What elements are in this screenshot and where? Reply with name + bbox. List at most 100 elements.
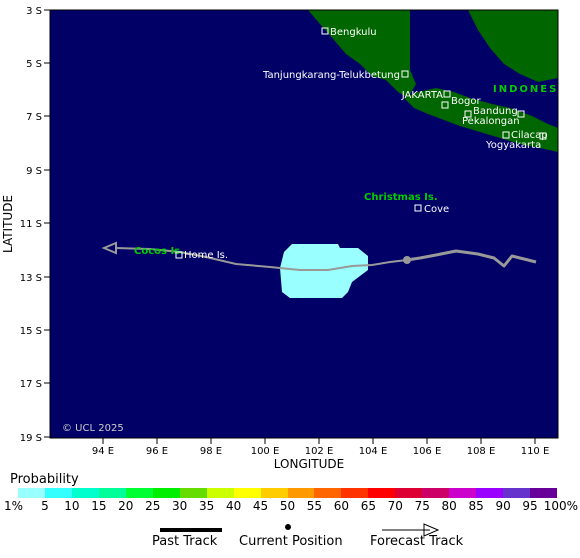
map-frame bbox=[49, 9, 559, 439]
probability-swatch bbox=[314, 488, 342, 498]
cilacap-marker bbox=[502, 131, 510, 139]
lat-tick-label: 13 S bbox=[20, 273, 42, 284]
probability-scale-label: 55 bbox=[306, 499, 323, 513]
probability-scale-label: 15 bbox=[91, 499, 107, 513]
probability-scale-label: 85 bbox=[468, 499, 484, 513]
cocos-islands-label: Cocos Is. bbox=[134, 246, 184, 257]
current-position-label: Current Position bbox=[239, 534, 343, 549]
probability-swatch bbox=[71, 488, 99, 498]
past-track-label: Past Track bbox=[152, 534, 218, 549]
probability-swatch bbox=[44, 488, 72, 498]
probability-scale-label: 75 bbox=[414, 499, 430, 513]
lat-tick-label: 17 S bbox=[20, 379, 42, 390]
probability-swatch bbox=[449, 488, 477, 498]
probability-scale-label: 70 bbox=[387, 499, 403, 513]
indonesia-label: INDONES bbox=[493, 84, 558, 95]
probability-swatch bbox=[368, 488, 396, 498]
copyright-text: © UCL 2025 bbox=[62, 423, 124, 434]
probability-scale-labels: 1% 5 10 15 20 25 30 35 40 45 50 55 60 65 70 75 80 85 90 95 1… bbox=[0, 499, 580, 515]
home-island-marker bbox=[175, 251, 183, 259]
probability-scale-label: 90 bbox=[495, 499, 511, 513]
lon-tick-label: 100 E bbox=[251, 446, 280, 457]
probability-swatch bbox=[422, 488, 450, 498]
probability-scale-label: 30 bbox=[172, 499, 188, 513]
lat-tick-label: 5 S bbox=[26, 59, 42, 70]
storm-track-map: Bengkulu Tanjungkarang-Telukbetung INDON… bbox=[1, 6, 559, 470]
cilacap-label: Cilacap bbox=[511, 130, 548, 141]
probability-swatch bbox=[503, 488, 531, 498]
lat-tick-label: 9 S bbox=[26, 166, 42, 177]
probability-swatch bbox=[18, 488, 45, 498]
probability-scale-label: 35 bbox=[199, 499, 215, 513]
lat-tick-label: 19 S bbox=[20, 433, 42, 444]
probability-title: Probability bbox=[10, 472, 79, 487]
probability-swatch bbox=[395, 488, 423, 498]
sumatra-landmass bbox=[308, 10, 416, 98]
probability-scale-label: 50 bbox=[279, 499, 296, 513]
lon-tick-label: 102 E bbox=[305, 446, 334, 457]
bandung-marker bbox=[464, 110, 472, 118]
probability-scale-label: 80 bbox=[441, 499, 457, 513]
probability-scale-label: 1% bbox=[4, 499, 24, 513]
probability-swatch bbox=[98, 488, 126, 498]
probability-swatch bbox=[152, 488, 180, 498]
probability-scale-label: 20 bbox=[118, 499, 134, 513]
latitude-axis: 3 S 5 S 7 S 9 S 11 S 13 S 15 S 17 S 19 S bbox=[20, 6, 50, 444]
bengkulu-marker bbox=[321, 27, 329, 35]
cove-label: Cove bbox=[424, 204, 449, 215]
christmas-island-label: Christmas Is. bbox=[364, 192, 438, 203]
forecast-arrow-head bbox=[101, 241, 117, 255]
cove-marker bbox=[414, 204, 422, 212]
probability-color-bar bbox=[18, 488, 558, 498]
lon-tick-label: 96 E bbox=[146, 446, 168, 457]
lat-tick-label: 3 S bbox=[26, 6, 42, 17]
forecast-track-line bbox=[115, 247, 408, 271]
jakarta-marker bbox=[443, 90, 451, 98]
forecast-track-label: Forecast Track bbox=[370, 534, 464, 549]
probability-swatch bbox=[125, 488, 153, 498]
probability-scale-label: 100% bbox=[543, 499, 578, 513]
lon-tick-label: 98 E bbox=[200, 446, 222, 457]
home-island-label: Home Is. bbox=[184, 250, 228, 261]
lon-tick-label: 108 E bbox=[467, 446, 496, 457]
bogor-label: Bogor bbox=[451, 96, 481, 107]
probability-swatch bbox=[233, 488, 261, 498]
probability-scale-label: 40 bbox=[225, 499, 242, 513]
ocean-area bbox=[50, 10, 558, 438]
yogyakarta-marker bbox=[539, 132, 547, 140]
forecast-arrow-symbol bbox=[423, 523, 440, 537]
borneo-landmass bbox=[468, 10, 558, 82]
longitude-axis: 94 E 96 E 98 E 100 E 102 E 104 E 106 E 1… bbox=[92, 438, 549, 457]
probability-swatch bbox=[206, 488, 234, 498]
track-legend: Past Track Current Position Forecast Tra… bbox=[0, 520, 580, 558]
lat-tick-label: 15 S bbox=[20, 326, 42, 337]
legend-symbols bbox=[160, 523, 440, 537]
pekalongan-label: Pekalongan bbox=[462, 116, 520, 127]
pekalongan-marker bbox=[517, 110, 525, 118]
probability-swatch bbox=[476, 488, 504, 498]
probability-swatch bbox=[260, 488, 288, 498]
probability-swatch bbox=[179, 488, 207, 498]
lat-tick-label: 7 S bbox=[26, 112, 42, 123]
bogor-marker bbox=[441, 101, 449, 109]
lat-tick-label: 11 S bbox=[20, 219, 42, 230]
probability-swatch bbox=[341, 488, 369, 498]
probability-scale-label: 5 bbox=[41, 499, 49, 513]
tanjungkarang-marker bbox=[401, 70, 409, 78]
current-position-symbol bbox=[285, 524, 291, 530]
jakarta-label: JAKARTA bbox=[401, 90, 443, 101]
past-track-line bbox=[406, 249, 537, 268]
probability-swatch bbox=[287, 488, 315, 498]
lon-tick-label: 106 E bbox=[413, 446, 442, 457]
bandung-label: Bandung bbox=[473, 106, 518, 117]
lon-tick-label: 94 E bbox=[92, 446, 114, 457]
probability-scale-label: 45 bbox=[252, 499, 269, 513]
y-axis-title: LATITUDE bbox=[1, 195, 15, 253]
probability-swatch bbox=[530, 488, 558, 498]
yogyakarta-label: Yogyakarta bbox=[485, 140, 541, 151]
lon-tick-label: 110 E bbox=[521, 446, 550, 457]
probability-scale-label: 95 bbox=[522, 499, 538, 513]
probability-scale-label: 25 bbox=[145, 499, 161, 513]
lon-tick-label: 104 E bbox=[359, 446, 388, 457]
x-axis-title: LONGITUDE bbox=[274, 457, 344, 470]
